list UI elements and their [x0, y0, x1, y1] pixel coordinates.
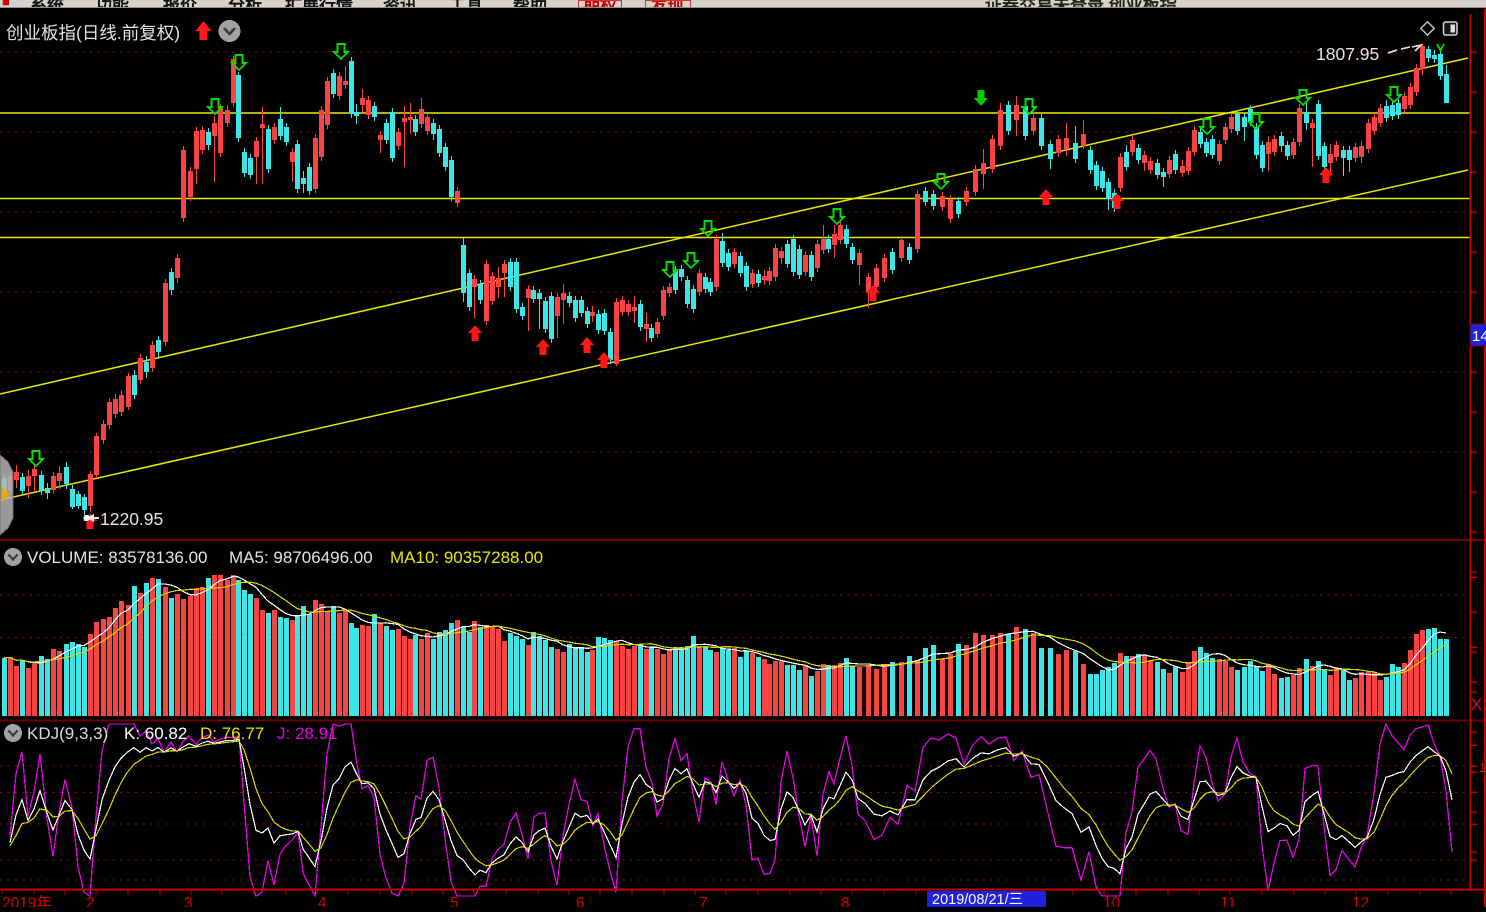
svg-text:6: 6 [576, 895, 585, 907]
svg-text:4: 4 [318, 895, 327, 907]
svg-text:5: 5 [450, 895, 459, 907]
svg-text:1807.95: 1807.95 [1316, 44, 1379, 64]
svg-text:10: 10 [1103, 895, 1121, 907]
svg-text:8: 8 [841, 895, 850, 907]
svg-text:3: 3 [184, 895, 193, 907]
svg-text:MA10: 90357288.00: MA10: 90357288.00 [390, 548, 543, 567]
svg-text:MA5: 98706496.00: MA5: 98706496.00 [229, 548, 373, 567]
svg-text:11: 11 [1220, 895, 1236, 907]
svg-text:14: 14 [1472, 328, 1486, 345]
svg-text:2019年: 2019年 [2, 894, 52, 907]
svg-text:1220.95: 1220.95 [100, 509, 163, 529]
svg-text:X: X [1471, 695, 1482, 714]
svg-text:创业板指(日线.前复权): 创业板指(日线.前复权) [6, 23, 180, 43]
svg-text:D: 76.77: D: 76.77 [200, 724, 264, 743]
svg-text:2: 2 [86, 895, 95, 907]
svg-text:K: 60.82: K: 60.82 [124, 724, 187, 743]
svg-text:1(: 1( [1479, 760, 1486, 775]
svg-text:KDJ(9,3,3): KDJ(9,3,3) [27, 724, 108, 743]
svg-text:7: 7 [699, 895, 708, 907]
svg-text:VOLUME: 83578136.00: VOLUME: 83578136.00 [27, 548, 208, 567]
svg-text:J: 28.91: J: 28.91 [277, 724, 338, 743]
svg-text:12: 12 [1352, 895, 1369, 907]
svg-text:2019/08/21/三: 2019/08/21/三 [932, 892, 1023, 907]
